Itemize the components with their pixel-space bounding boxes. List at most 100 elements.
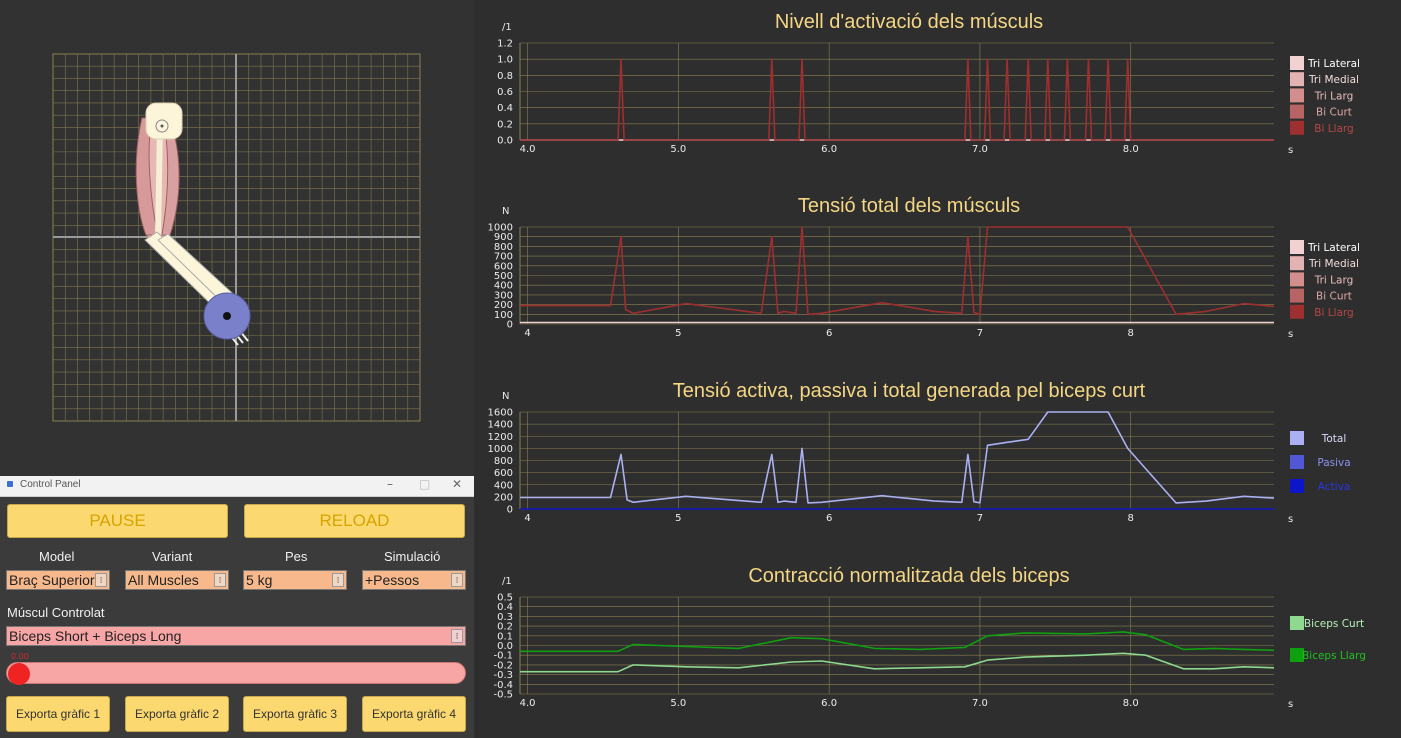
legend-label: Tri Larg: [1314, 90, 1354, 102]
legend-swatch: [1290, 256, 1304, 271]
legend-swatch: [1290, 648, 1304, 662]
y-tick-label: -0.4: [493, 680, 513, 691]
activation-slider-knob[interactable]: [8, 663, 30, 685]
muscle-dropdown-icon[interactable]: ⁝: [451, 629, 463, 643]
x-tick-label: 4.0: [520, 144, 536, 155]
y-tick-label: 0.3: [497, 612, 513, 623]
x-tick-label: 7.0: [972, 144, 988, 155]
legend-swatch: [1290, 455, 1304, 469]
y-tick-label: 0: [507, 320, 513, 331]
export-chart-1-button[interactable]: Exporta gràfic 1: [6, 696, 110, 732]
maximize-icon[interactable]: □: [419, 477, 431, 491]
x-tick-label: 6.0: [821, 144, 837, 155]
humerus-bone: [155, 124, 163, 239]
pes-select[interactable]: 5 kg ⁝: [243, 570, 347, 590]
control-panel-titlebar[interactable]: Control Panel – □ ✕: [0, 476, 474, 497]
y-tick-label: 0: [507, 505, 513, 516]
legend-label: Biceps Curt: [1304, 618, 1364, 630]
variant-dropdown-icon[interactable]: ⁝: [214, 573, 226, 587]
export-chart-4-button[interactable]: Exporta gràfic 4: [362, 696, 466, 732]
y-tick-label: 400: [494, 480, 513, 491]
chart-title: Tensió total dels músculs: [798, 195, 1020, 217]
y-tick-label: 0.8: [497, 71, 513, 82]
legend-swatch: [1290, 304, 1304, 319]
legend-swatch: [1290, 479, 1304, 493]
shoulder-pivot-dot: [160, 124, 164, 128]
export-chart-2-button[interactable]: Exporta gràfic 2: [125, 696, 229, 732]
x-tick-label: 8.0: [1123, 698, 1139, 709]
x-tick-label: 4: [524, 328, 530, 339]
y-tick-label: 500: [494, 271, 513, 282]
legend-label: Bi Llarg: [1314, 123, 1353, 135]
chart-title: Nivell d'activació dels músculs: [775, 11, 1043, 33]
legend-swatch: [1290, 288, 1304, 303]
minimize-icon[interactable]: –: [387, 477, 393, 491]
legend-label: Activa: [1318, 481, 1350, 493]
y-tick-label: 0.4: [497, 103, 513, 114]
chart-title: Tensió activa, passiva i total generada …: [673, 380, 1146, 402]
legend-swatch: [1290, 72, 1304, 87]
y-tick-label: 600: [494, 261, 513, 272]
y-axis-unit: /1: [502, 576, 512, 587]
variant-select[interactable]: All Muscles ⁝: [125, 570, 229, 590]
model-dropdown-icon[interactable]: ⁝: [95, 573, 107, 587]
legend-swatch: [1290, 616, 1304, 630]
series-line-biceps-curt: [520, 652, 1275, 673]
x-tick-label: 5: [675, 328, 681, 339]
legend-label: Tri Medial: [1308, 74, 1359, 86]
simulacio-dropdown-icon[interactable]: ⁝: [451, 573, 463, 587]
export-chart-3-button[interactable]: Exporta gràfic 3: [243, 696, 347, 732]
activation-chart: Nivell d'activació dels músculs/1 s 0.0 0.2…: [474, 0, 1401, 184]
y-axis-unit: N: [502, 206, 509, 217]
y-tick-label: 1000: [488, 223, 513, 234]
contraction-chart: Contracció normalitzada dels biceps/1 s -0…: [474, 554, 1401, 738]
y-tick-label: 600: [494, 468, 513, 479]
legend-swatch: [1290, 120, 1304, 135]
x-tick-label: 6: [826, 513, 832, 524]
y-tick-label: 100: [494, 310, 513, 321]
y-tick-label: 200: [494, 492, 513, 503]
y-tick-label: 0.5: [497, 593, 513, 604]
legend-swatch: [1290, 88, 1304, 103]
simulacio-label: Simulació: [384, 549, 441, 564]
muscle-select-value: Biceps Short + Biceps Long: [9, 628, 182, 644]
y-axis-unit: /1: [502, 22, 512, 33]
y-tick-label: 0.2: [497, 622, 513, 633]
control-panel: Control Panel – □ ✕ PAUSE RELOAD Model V…: [0, 476, 474, 738]
x-axis-unit: s: [1288, 514, 1293, 525]
y-tick-label: 700: [494, 252, 513, 263]
legend-label: Pasiva: [1317, 457, 1350, 469]
simulacio-select-value: +Pessos: [365, 572, 420, 588]
biceps-tension-chart: Tensió activa, passiva i total generada …: [474, 369, 1401, 554]
variant-label: Variant: [152, 549, 193, 564]
legend-label: Bi Curt: [1316, 107, 1352, 119]
legend-swatch: [1290, 272, 1304, 287]
y-tick-label: 0.2: [497, 119, 513, 130]
muscle-select[interactable]: Biceps Short + Biceps Long ⁝: [6, 626, 466, 646]
y-tick-label: -0.3: [493, 670, 513, 681]
legend-label: Biceps Llarg: [1302, 650, 1366, 662]
x-tick-label: 8: [1128, 328, 1134, 339]
y-tick-label: 200: [494, 300, 513, 311]
legend-label: Tri Lateral: [1307, 58, 1360, 70]
pes-dropdown-icon[interactable]: ⁝: [332, 573, 344, 587]
simulacio-select[interactable]: +Pessos ⁝: [362, 570, 466, 590]
arm-simulation-view: [0, 0, 474, 476]
window-title: Control Panel: [20, 479, 81, 490]
legend-swatch: [1290, 240, 1304, 254]
pes-label: Pes: [285, 549, 308, 564]
activation-slider[interactable]: [6, 662, 466, 684]
pause-button[interactable]: PAUSE: [7, 504, 228, 538]
y-tick-label: 800: [494, 456, 513, 467]
series-line-bi-llarg: [520, 58, 1274, 141]
x-tick-label: 7: [977, 328, 983, 339]
weight-hub: [223, 312, 231, 320]
biceps-tension-chart-svg: Tensió activa, passiva i total generada …: [488, 380, 1351, 525]
pes-select-value: 5 kg: [246, 572, 273, 588]
close-icon[interactable]: ✕: [452, 477, 463, 491]
x-tick-label: 5.0: [670, 144, 686, 155]
legend-swatch: [1290, 104, 1304, 119]
series-line-total: [520, 411, 1275, 504]
model-select[interactable]: Braç Superior ⁝: [6, 570, 110, 590]
reload-button[interactable]: RELOAD: [244, 504, 465, 538]
